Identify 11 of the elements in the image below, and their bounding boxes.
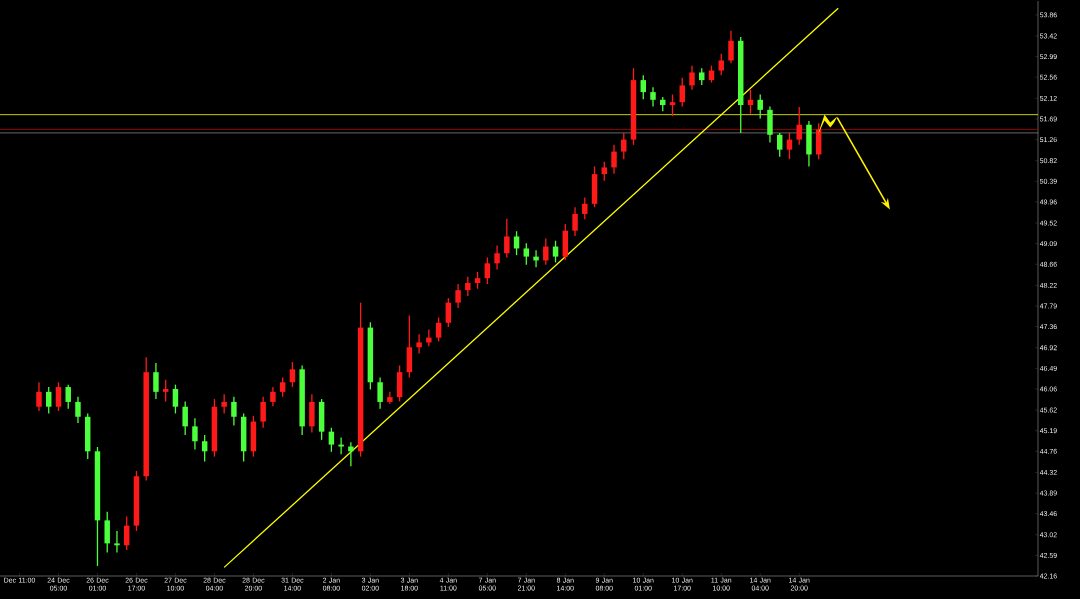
candlestick: [221, 393, 227, 415]
candlestick: [582, 196, 588, 220]
candlestick: [465, 276, 471, 297]
candlestick: [757, 93, 763, 120]
candlestick: [65, 384, 71, 410]
candlestick: [104, 511, 110, 554]
candlestick: [621, 132, 627, 160]
candlestick: [796, 106, 802, 146]
candlestick: [143, 356, 149, 482]
candlestick: [504, 218, 510, 259]
candlestick: [260, 395, 266, 429]
